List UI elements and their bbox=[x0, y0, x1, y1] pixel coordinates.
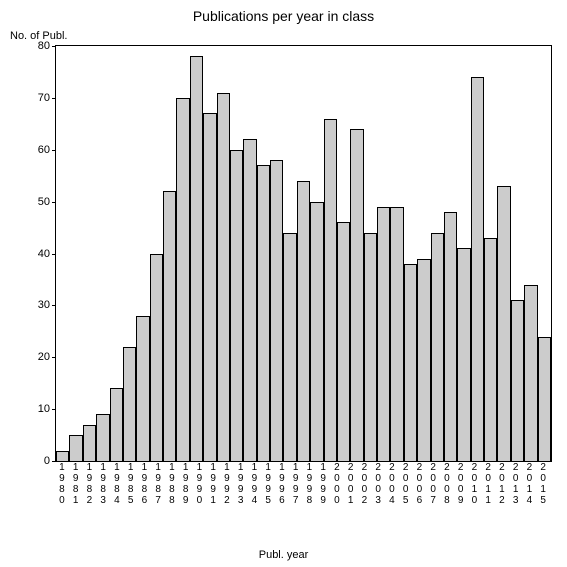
bar bbox=[310, 202, 323, 461]
bar bbox=[337, 222, 350, 461]
plot-area: 01020304050607080 bbox=[55, 45, 552, 462]
bar bbox=[243, 139, 256, 461]
bar bbox=[471, 77, 484, 461]
y-tick-label: 60 bbox=[20, 144, 56, 156]
x-tick-label: 1990 bbox=[193, 462, 207, 506]
bar bbox=[324, 119, 337, 461]
x-tick-label: 1989 bbox=[179, 462, 193, 506]
bar bbox=[83, 425, 96, 461]
x-tick-label: 1982 bbox=[83, 462, 97, 506]
bar bbox=[176, 98, 189, 461]
x-tick-label: 2014 bbox=[523, 462, 537, 506]
bar bbox=[150, 254, 163, 462]
x-tick-label: 2002 bbox=[358, 462, 372, 506]
x-tick-label: 2000 bbox=[330, 462, 344, 506]
x-tick-label: 1997 bbox=[289, 462, 303, 506]
chart-title: Publications per year in class bbox=[0, 8, 567, 24]
bar bbox=[431, 233, 444, 461]
x-tick-label: 2012 bbox=[495, 462, 509, 506]
bar bbox=[377, 207, 390, 461]
x-tick-label: 1999 bbox=[316, 462, 330, 506]
y-tick-label: 10 bbox=[20, 403, 56, 415]
bar bbox=[217, 93, 230, 461]
x-tick-label: 1993 bbox=[234, 462, 248, 506]
x-tick-label: 2009 bbox=[454, 462, 468, 506]
bar bbox=[538, 337, 551, 462]
x-tick-label: 2010 bbox=[468, 462, 482, 506]
chart-container: Publications per year in class No. of Pu… bbox=[0, 0, 567, 567]
x-tick-label: 2004 bbox=[385, 462, 399, 506]
bar bbox=[110, 388, 123, 461]
x-tick-label: 1986 bbox=[138, 462, 152, 506]
y-tick-label: 30 bbox=[20, 299, 56, 311]
bar bbox=[524, 285, 537, 461]
x-tick-label: 1981 bbox=[69, 462, 83, 506]
bar bbox=[56, 451, 69, 461]
bar bbox=[511, 300, 524, 461]
x-tick-label: 1991 bbox=[206, 462, 220, 506]
x-tick-label: 2005 bbox=[399, 462, 413, 506]
x-tick-label: 1987 bbox=[151, 462, 165, 506]
x-tick-label: 2003 bbox=[371, 462, 385, 506]
bar bbox=[497, 186, 510, 461]
x-tick-label: 1984 bbox=[110, 462, 124, 506]
x-ticks: 1980198119821983198419851986198719881989… bbox=[55, 462, 550, 506]
bar bbox=[257, 165, 270, 461]
x-tick-label: 2006 bbox=[413, 462, 427, 506]
x-tick-label: 2001 bbox=[344, 462, 358, 506]
x-tick-label: 2007 bbox=[426, 462, 440, 506]
x-tick-label: 2008 bbox=[440, 462, 454, 506]
y-tick-label: 40 bbox=[20, 248, 56, 260]
x-tick-label: 1994 bbox=[248, 462, 262, 506]
x-tick-label: 1988 bbox=[165, 462, 179, 506]
y-tick-label: 50 bbox=[20, 196, 56, 208]
bar bbox=[136, 316, 149, 461]
x-tick-label: 1998 bbox=[303, 462, 317, 506]
x-tick-label: 1983 bbox=[96, 462, 110, 506]
x-tick-label: 2011 bbox=[481, 462, 495, 506]
bar bbox=[390, 207, 403, 461]
bar bbox=[404, 264, 417, 461]
bar bbox=[457, 248, 470, 461]
bar bbox=[69, 435, 82, 461]
bar bbox=[96, 414, 109, 461]
x-tick-label: 2013 bbox=[509, 462, 523, 506]
x-tick-label: 2015 bbox=[536, 462, 550, 506]
y-tick-label: 70 bbox=[20, 92, 56, 104]
bar bbox=[123, 347, 136, 461]
bar bbox=[364, 233, 377, 461]
bars-group bbox=[56, 46, 551, 461]
bar bbox=[283, 233, 296, 461]
x-tick-label: 1980 bbox=[55, 462, 69, 506]
bar bbox=[417, 259, 430, 461]
y-tick-label: 20 bbox=[20, 351, 56, 363]
bar bbox=[297, 181, 310, 461]
bar bbox=[163, 191, 176, 461]
bar bbox=[190, 56, 203, 461]
x-tick-label: 1992 bbox=[220, 462, 234, 506]
bar bbox=[444, 212, 457, 461]
x-tick-label: 1985 bbox=[124, 462, 138, 506]
x-axis-label: Publ. year bbox=[0, 549, 567, 561]
bar bbox=[350, 129, 363, 461]
y-tick-label: 80 bbox=[20, 40, 56, 52]
y-tick-label: 0 bbox=[20, 455, 56, 467]
bar bbox=[203, 113, 216, 461]
x-tick-label: 1996 bbox=[275, 462, 289, 506]
x-tick-label: 1995 bbox=[261, 462, 275, 506]
bar bbox=[484, 238, 497, 461]
bar bbox=[270, 160, 283, 461]
bar bbox=[230, 150, 243, 461]
